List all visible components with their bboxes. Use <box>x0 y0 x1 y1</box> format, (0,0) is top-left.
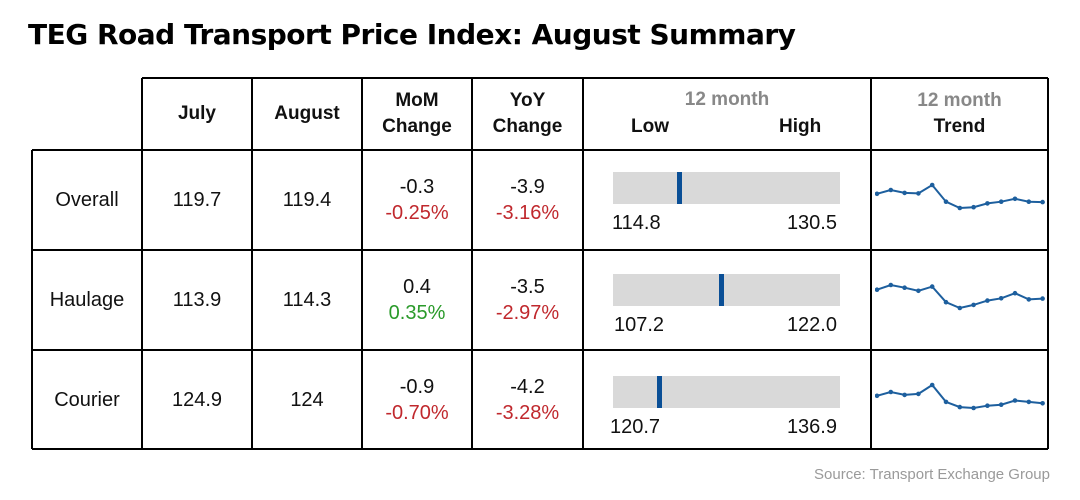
cell-august: 124 <box>290 388 324 411</box>
header-range-low: Low <box>631 116 669 137</box>
sparkline-point <box>929 382 935 388</box>
mom-pct: -0.70% <box>385 401 449 424</box>
sparkline-point <box>888 282 894 288</box>
range-high-courier: 136.9 <box>786 416 837 438</box>
sparkline-point <box>929 182 935 188</box>
sparkline-point <box>971 204 976 210</box>
mom-pct: 0.35% <box>388 302 446 324</box>
source-note: Source: Transport Exchange Group <box>814 466 1050 483</box>
yoy-pct: -2.97% <box>495 302 560 324</box>
sparkline-point <box>957 305 963 311</box>
sparkline-point <box>875 393 880 399</box>
sparkline-point <box>998 199 1004 204</box>
yoy-pct: -3.28% <box>495 401 560 424</box>
header-august: August <box>274 103 340 124</box>
sparkline-point <box>902 190 907 196</box>
range-low-overall: 114.8 <box>612 212 661 234</box>
sparkline-overall <box>875 182 1045 211</box>
header-mom-change: MoM Change <box>382 90 452 137</box>
sparkline-point <box>943 299 949 305</box>
range-marker-haulage <box>719 274 725 306</box>
cell-mom: 0.4 0.35% <box>388 276 446 324</box>
cell-july: 124.9 <box>171 388 223 411</box>
range-marker-overall <box>677 172 682 204</box>
cell-july: 119.7 <box>172 189 222 211</box>
sparkline-point <box>875 191 880 197</box>
cell-yoy: -3.5 -2.97% <box>495 276 560 324</box>
row-label-courier: Courier <box>54 388 120 411</box>
sparkline-point <box>985 201 990 206</box>
sparkline-point <box>985 403 990 408</box>
sparkline-point <box>1026 399 1032 405</box>
range-bar-overall <box>613 172 840 204</box>
sparkline-point <box>1040 199 1045 205</box>
row-label-haulage: Haulage <box>49 289 125 311</box>
sparkline-point <box>916 391 921 397</box>
cell-yoy: -4.2 -3.28% <box>495 375 560 424</box>
range-bar-haulage <box>613 274 840 306</box>
sparkline-point <box>1026 199 1032 204</box>
cell-mom: -0.3 -0.25% <box>385 176 449 224</box>
sparkline-point <box>929 284 935 289</box>
header-trend: 12 month Trend <box>917 90 1002 137</box>
sparkline-haulage <box>875 282 1045 311</box>
sparkline-point <box>971 405 976 411</box>
sparkline-point <box>1012 398 1018 403</box>
table-grid <box>31 77 1049 450</box>
sparkline-courier <box>875 382 1045 411</box>
range-marker-courier <box>656 376 662 408</box>
sparkline-point <box>916 191 921 196</box>
range-bar-courier <box>613 376 840 408</box>
header-range-title: 12 month <box>684 89 770 110</box>
row-label-overall: Overall <box>55 189 119 211</box>
sparkline-point <box>875 287 880 292</box>
sparkline-line <box>876 183 1043 210</box>
sparkline-point <box>957 205 963 211</box>
range-low-courier: 120.7 <box>610 416 661 438</box>
sparkline-point <box>1040 296 1045 301</box>
sparkline-line <box>876 383 1043 410</box>
page-title: TEG Road Transport Price Index: August S… <box>28 18 796 51</box>
cell-mom: -0.9 -0.70% <box>385 375 449 424</box>
sparkline-point <box>1026 297 1032 302</box>
sparkline-point <box>916 288 921 294</box>
sparkline-point <box>943 199 949 204</box>
sparkline-point <box>971 302 976 308</box>
header-yoy-change: YoY Change <box>492 90 563 137</box>
mom-pct: -0.25% <box>385 202 449 224</box>
sparkline-point <box>998 402 1004 407</box>
sparkline-point <box>902 392 907 398</box>
range-high-overall: 130.5 <box>786 212 837 234</box>
sparkline-point <box>1012 196 1018 202</box>
sparkline-point <box>888 389 894 395</box>
sparkline-point <box>902 285 907 290</box>
sparkline-point <box>888 187 894 193</box>
sparkline-point <box>998 296 1004 301</box>
sparkline-point <box>943 399 949 405</box>
sparkline-point <box>1040 401 1045 406</box>
header-july: July <box>177 103 217 124</box>
cell-august: 114.3 <box>282 289 332 311</box>
cell-july: 113.9 <box>172 289 222 311</box>
cell-august: 119.4 <box>282 189 332 211</box>
sparkline-line <box>876 283 1043 310</box>
range-low-haulage: 107.2 <box>614 314 665 336</box>
cell-yoy: -3.9 -3.16% <box>495 176 560 224</box>
yoy-pct: -3.16% <box>495 202 560 224</box>
header-range-high: High <box>779 116 822 137</box>
sparkline-point <box>1012 290 1018 296</box>
sparkline-point <box>957 404 963 410</box>
sparkline-point <box>985 298 990 303</box>
range-high-haulage: 122.0 <box>786 314 837 336</box>
